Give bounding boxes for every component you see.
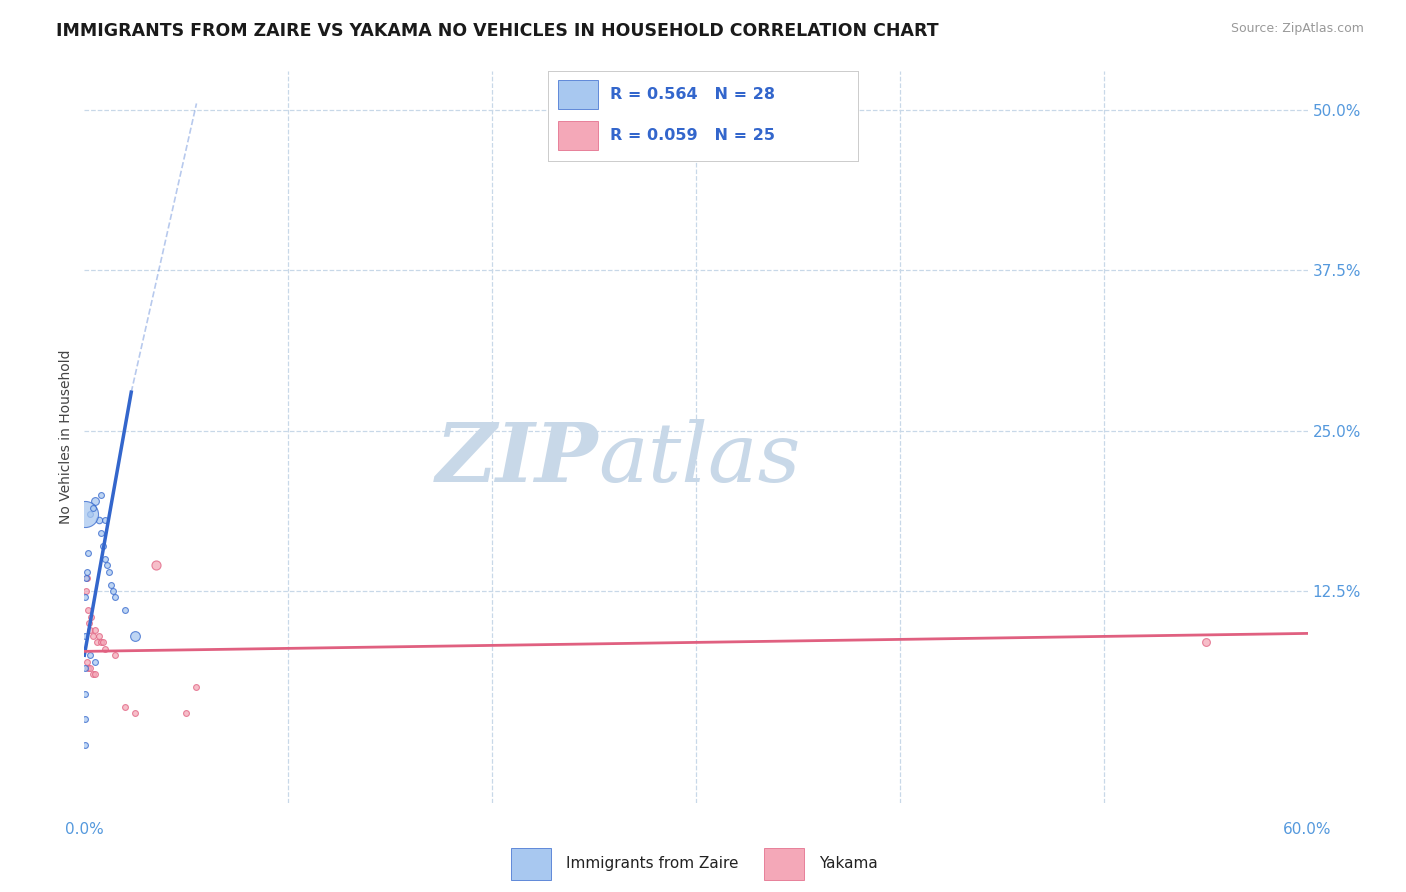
- Point: [174, 706, 197, 720]
- Point: [186, 681, 208, 695]
- Text: atlas: atlas: [598, 419, 800, 499]
- Point: [80, 609, 103, 624]
- Point: [1195, 635, 1218, 649]
- Point: [90, 635, 112, 649]
- Text: R = 0.564   N = 28: R = 0.564 N = 28: [610, 87, 775, 102]
- Point: [75, 687, 97, 701]
- Point: [75, 571, 97, 585]
- Point: [145, 558, 167, 573]
- Point: [114, 603, 136, 617]
- Point: [83, 667, 105, 681]
- Text: Source: ZipAtlas.com: Source: ZipAtlas.com: [1230, 22, 1364, 36]
- Y-axis label: No Vehicles in Household: No Vehicles in Household: [59, 350, 73, 524]
- Text: 0.0%: 0.0%: [65, 822, 104, 837]
- Point: [83, 655, 105, 669]
- Point: [76, 571, 98, 585]
- Point: [90, 526, 112, 541]
- Point: [82, 500, 104, 515]
- Point: [77, 603, 100, 617]
- Point: [86, 635, 108, 649]
- Point: [75, 584, 97, 599]
- Point: [104, 591, 127, 605]
- Point: [79, 623, 101, 637]
- Point: [124, 629, 146, 643]
- Point: [79, 507, 101, 521]
- Text: Yakama: Yakama: [820, 855, 879, 871]
- Point: [96, 558, 118, 573]
- Point: [75, 629, 97, 643]
- Point: [77, 661, 100, 675]
- Point: [101, 584, 124, 599]
- Point: [75, 661, 97, 675]
- Point: [79, 648, 101, 663]
- Point: [79, 661, 101, 675]
- Bar: [558, 121, 598, 150]
- Point: [93, 552, 115, 566]
- Point: [87, 514, 110, 528]
- Point: [75, 738, 97, 752]
- Point: [83, 623, 105, 637]
- Point: [82, 629, 104, 643]
- Point: [97, 565, 120, 579]
- Point: [79, 616, 101, 631]
- Bar: [558, 80, 598, 109]
- Point: [93, 514, 115, 528]
- Point: [76, 565, 98, 579]
- Point: [124, 706, 146, 720]
- Bar: [510, 848, 551, 880]
- Point: [87, 629, 110, 643]
- Point: [77, 545, 100, 559]
- Point: [83, 494, 105, 508]
- Point: [100, 577, 122, 591]
- Point: [75, 507, 97, 521]
- Point: [91, 539, 114, 553]
- Text: IMMIGRANTS FROM ZAIRE VS YAKAMA NO VEHICLES IN HOUSEHOLD CORRELATION CHART: IMMIGRANTS FROM ZAIRE VS YAKAMA NO VEHIC…: [56, 22, 939, 40]
- Text: Immigrants from Zaire: Immigrants from Zaire: [567, 855, 738, 871]
- Text: ZIP: ZIP: [436, 419, 598, 499]
- Point: [91, 635, 114, 649]
- Point: [82, 667, 104, 681]
- Point: [75, 591, 97, 605]
- Text: 60.0%: 60.0%: [1284, 822, 1331, 837]
- Point: [93, 641, 115, 656]
- Point: [76, 655, 98, 669]
- Point: [114, 699, 136, 714]
- Text: R = 0.059   N = 25: R = 0.059 N = 25: [610, 128, 775, 143]
- Point: [104, 648, 127, 663]
- Bar: [763, 848, 804, 880]
- Point: [90, 488, 112, 502]
- Point: [75, 712, 97, 726]
